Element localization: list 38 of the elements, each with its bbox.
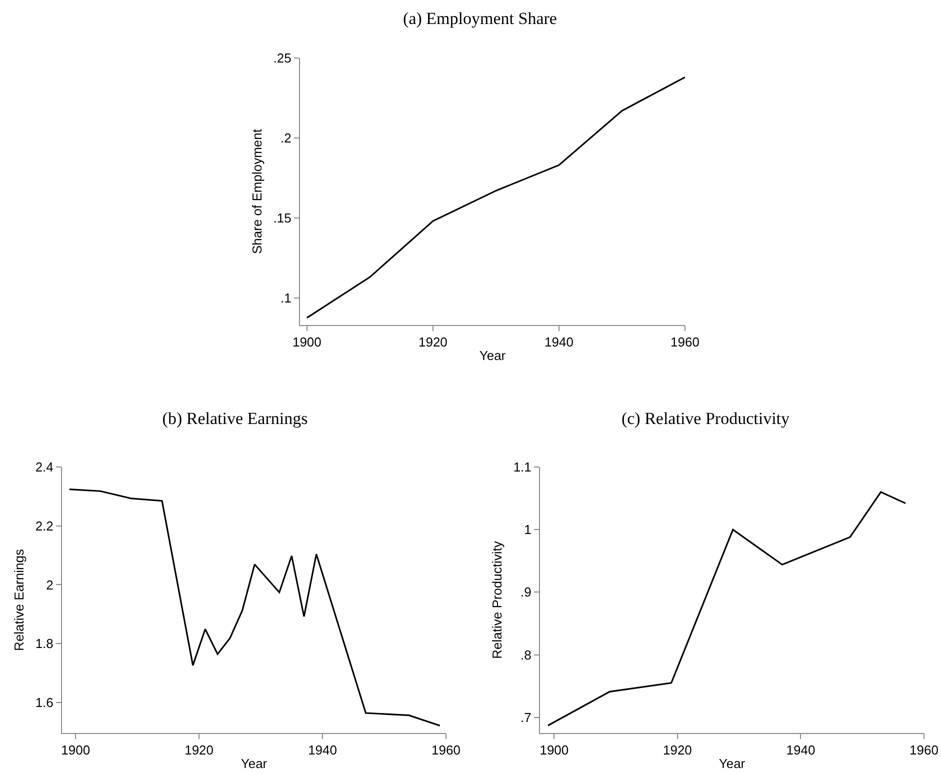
y-tick-label: .15	[273, 210, 292, 226]
x-tick-label: 1920	[418, 334, 448, 350]
x-tick-label: 1920	[662, 742, 692, 758]
x-tick-label: 1940	[308, 742, 337, 758]
x-tick-label: 1900	[540, 742, 569, 758]
y-tick-label: .1	[280, 290, 292, 306]
y-axis-title: Relative Earnings	[11, 548, 26, 651]
line-series	[306, 76, 685, 319]
y-tick-label: 2.4	[35, 460, 54, 475]
y-tick-label: 1.1	[513, 460, 532, 475]
y-tick-label: .25	[273, 50, 292, 66]
x-tick-label: 1960	[432, 742, 460, 758]
y-tick-label: 2.2	[35, 518, 54, 534]
y-tick-label: 1	[524, 522, 532, 538]
y-tick-label: .8	[520, 647, 532, 662]
line-series	[547, 491, 906, 726]
x-tick-label: 1960	[910, 742, 938, 758]
x-axis-title: Year	[718, 756, 746, 772]
x-tick-label: 1940	[786, 742, 816, 758]
line-series	[68, 488, 441, 726]
x-tick-label: 1960	[670, 334, 700, 350]
chart-title: (c) Relative Productivity	[621, 408, 790, 428]
y-axis-title: Share of Employment	[249, 128, 264, 254]
x-axis-title: Year	[240, 756, 268, 772]
y-axis-title: Relative Productivity	[489, 540, 504, 659]
x-tick-label: 1920	[184, 742, 214, 758]
x-tick-label: 1900	[61, 742, 90, 758]
y-tick-label: .9	[520, 584, 532, 600]
y-tick-label: .7	[520, 710, 532, 725]
chart-title: (b) Relative Earnings	[162, 408, 308, 428]
chart-title: (a) Employment Share	[403, 8, 557, 28]
x-tick-label: 1940	[544, 334, 574, 350]
y-tick-label: .2	[280, 130, 292, 146]
x-tick-label: 1900	[292, 334, 322, 350]
y-tick-label: 1.6	[35, 694, 54, 710]
y-tick-label: 2	[46, 577, 54, 592]
y-tick-label: 1.8	[35, 636, 54, 652]
x-axis-title: Year	[479, 348, 506, 364]
